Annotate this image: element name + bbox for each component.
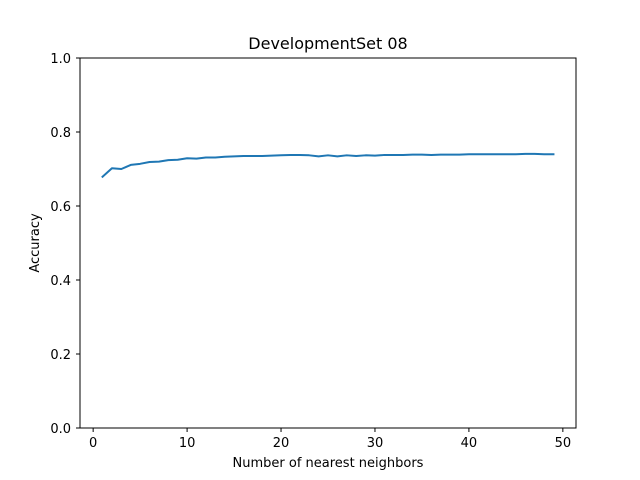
x-tick-label: 10: [179, 436, 196, 451]
axes-frame: [79, 57, 577, 429]
x-axis-label: Number of nearest neighbors: [233, 456, 424, 471]
series-group: [101, 152, 555, 179]
y-tick-label: 0.8: [50, 126, 71, 141]
y-axis-label: Accuracy: [28, 213, 43, 273]
x-axis-ticks: 0 10 20 30 40 50: [89, 428, 571, 451]
y-tick-label: 0.2: [50, 348, 71, 363]
chart-title: DevelopmentSet 08: [248, 34, 407, 53]
y-tick-label: 0.0: [50, 422, 71, 437]
y-tick-label: 0.4: [50, 274, 71, 289]
y-axis-ticks: 0.0 0.2 0.4 0.6 0.8 1.0: [50, 52, 80, 437]
x-tick-label: 20: [273, 436, 290, 451]
x-tick-label: 40: [461, 436, 478, 451]
y-tick-label: 1.0: [50, 52, 71, 67]
y-tick-label: 0.6: [50, 200, 71, 215]
plot-area: [80, 58, 576, 428]
x-tick-label: 30: [367, 436, 384, 451]
x-tick-label: 0: [89, 436, 97, 451]
x-tick-label: 50: [555, 436, 572, 451]
series-line: [101, 152, 555, 179]
